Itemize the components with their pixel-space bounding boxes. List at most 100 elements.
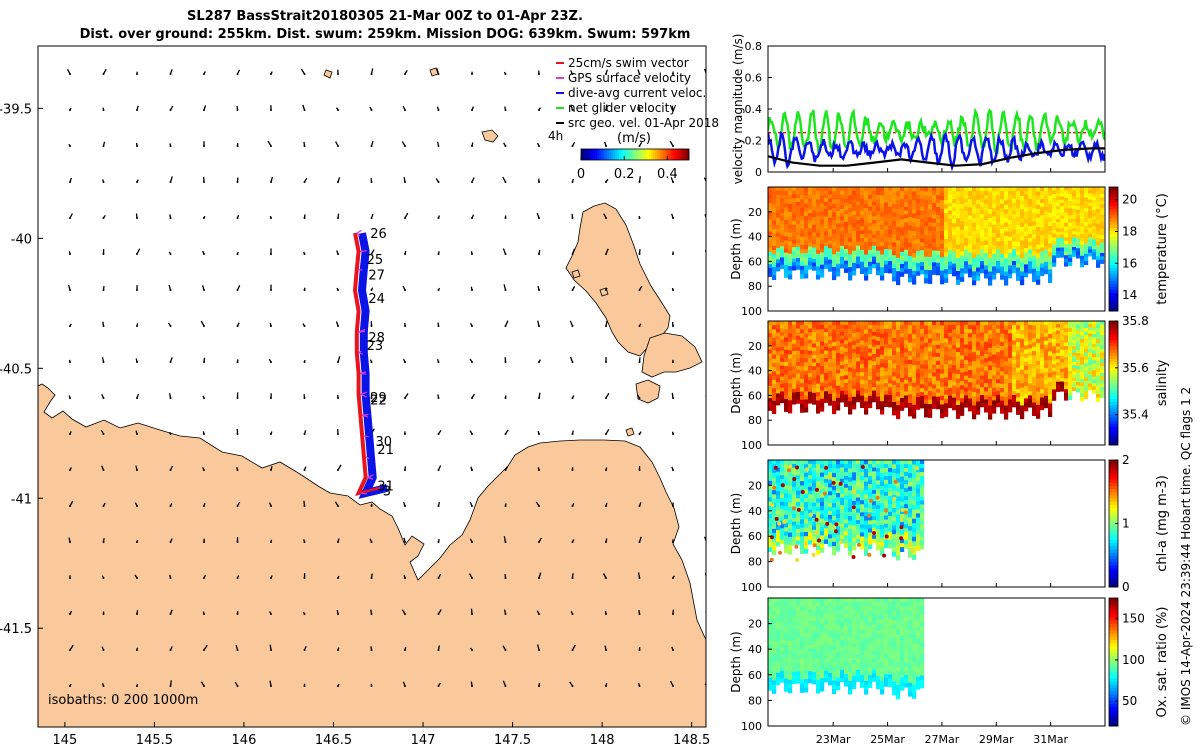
current-vector-base (69, 361, 71, 363)
heatmap-cell (840, 387, 845, 392)
heatmap-cell (788, 549, 793, 555)
heatmap-cell (1040, 345, 1045, 350)
heatmap-cell (1040, 255, 1045, 260)
heatmap-cell (952, 353, 957, 358)
heatmap-cell (772, 481, 777, 487)
colorbar-segment (1109, 389, 1118, 393)
heatmap-cell (840, 198, 845, 203)
heatmap-cell (1084, 384, 1089, 389)
depth-tick-label: 40 (748, 231, 762, 244)
heatmap-cell (988, 392, 993, 398)
heatmap-cell (1048, 273, 1053, 279)
heatmap-cell (1020, 213, 1025, 219)
heatmap-cell (1040, 195, 1045, 200)
heatmap-cell (900, 251, 905, 257)
heatmap-cell (876, 222, 881, 228)
heatmap-cell (1008, 261, 1013, 266)
heatmap-cell (924, 403, 929, 409)
heatmap-cell (976, 354, 981, 360)
heatmap-cell (1012, 257, 1017, 262)
heatmap-cell (984, 195, 989, 200)
heatmap-cell (960, 411, 965, 416)
heatmap-cell (1032, 187, 1037, 192)
heatmap-cell (916, 369, 921, 374)
heatmap-cell (1016, 187, 1021, 192)
heatmap-cell (952, 333, 957, 338)
heatmap-cell (1052, 324, 1057, 329)
heatmap-cell (812, 262, 817, 267)
heatmap-cell (828, 221, 833, 226)
gps-surface-velocity-vector (360, 393, 367, 398)
heatmap-cell (824, 231, 829, 236)
heatmap-cell (972, 392, 977, 398)
heatmap-cell (960, 325, 965, 331)
current-vector-base (471, 145, 473, 147)
colorbar-segment (1109, 358, 1118, 362)
heatmap-cell (964, 190, 969, 196)
heatmap-cell (940, 408, 945, 414)
current-vector-base (270, 685, 272, 687)
heatmap-cell (1068, 356, 1073, 361)
heatmap-cell (780, 257, 785, 262)
heatmap-cell (776, 385, 781, 391)
heatmap-cell (980, 387, 985, 392)
heatmap-cell (908, 385, 913, 391)
heatmap-cell (780, 335, 785, 341)
heatmap-cell (960, 191, 965, 197)
heatmap-cell (772, 271, 777, 276)
heatmap-cell (776, 463, 781, 469)
heatmap-cell (916, 271, 921, 276)
heatmap-cell (948, 391, 953, 397)
heatmap-cell (940, 413, 945, 419)
heatmap-cell (1060, 253, 1065, 258)
heatmap-cell (768, 501, 773, 507)
depth-axis-label: Depth (m) (729, 352, 743, 413)
heatmap-cell (1020, 409, 1025, 415)
heatmap-cell (912, 382, 917, 388)
heatmap-cell (900, 373, 905, 379)
heatmap-cell (816, 329, 821, 335)
heatmap-cell (908, 346, 913, 352)
heatmap-cell (1076, 228, 1081, 233)
heatmap-cell (960, 264, 965, 270)
heatmap-cell (1072, 193, 1077, 198)
heatmap-cell (1012, 268, 1017, 274)
heatmap-cell (852, 262, 857, 268)
heatmap-cell (1052, 237, 1057, 242)
heatmap-cell (804, 493, 809, 499)
heatmap-cell (1044, 372, 1049, 377)
heatmap-cell (956, 257, 961, 263)
colorbar-segment (609, 149, 612, 160)
map-legend: 25cm/s swim vector GPS surface velocity … (548, 56, 719, 143)
heatmap-cell (1048, 217, 1053, 223)
heatmap-cell (1084, 324, 1089, 329)
heatmap-cell (1016, 229, 1021, 235)
legend-entry-net-glider: net glider velocity (556, 101, 676, 115)
heatmap-cell (1028, 214, 1033, 219)
heatmap-cell (916, 231, 921, 236)
heatmap-cell (1100, 204, 1105, 209)
current-vector-base (370, 577, 373, 579)
heatmap-cell (884, 206, 889, 211)
heatmap-cell (892, 376, 897, 382)
heatmap-cell (784, 370, 789, 375)
heatmap-cell (976, 359, 981, 364)
heatmap-cell (1008, 215, 1013, 221)
heatmap-cell (792, 358, 797, 364)
heatmap-cell (1012, 328, 1017, 334)
heatmap-cell (796, 224, 801, 229)
heatmap-cell (920, 348, 925, 354)
colorbar-segment (1109, 370, 1118, 375)
current-vector-base (270, 181, 272, 183)
heatmap-cell (1088, 230, 1093, 235)
heatmap-cell (812, 471, 817, 477)
heatmap-cell (1088, 330, 1093, 335)
heatmap-cell (968, 256, 973, 262)
heatmap-cell (1056, 225, 1061, 230)
heatmap-cell (948, 356, 953, 361)
heatmap-cell (932, 226, 937, 232)
current-vector-base (102, 577, 105, 579)
heatmap-cell (1072, 377, 1077, 382)
heatmap-cell (968, 361, 973, 367)
heatmap-cell (944, 394, 949, 400)
